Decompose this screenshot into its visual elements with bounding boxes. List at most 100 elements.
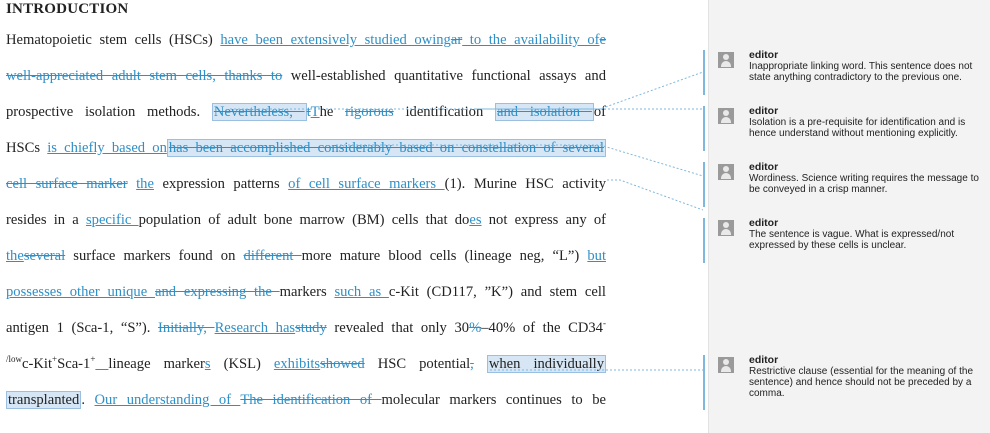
text-run: + bbox=[90, 354, 96, 365]
user-avatar-icon bbox=[718, 52, 734, 68]
text-run: markers bbox=[279, 284, 335, 300]
tracked-insertion: but bbox=[587, 248, 606, 264]
commented-text[interactable]: transplanted bbox=[6, 391, 82, 409]
text-run: revealed that only 30 bbox=[326, 320, 470, 336]
text-line[interactable]: well-appreciated adult stem cells, thank… bbox=[6, 66, 606, 86]
commented-text[interactable]: Nevertheless, bbox=[211, 103, 307, 121]
text-run: Hematopoietic stem cells (HSCs) bbox=[6, 32, 221, 48]
text-run: (KSL) bbox=[210, 356, 274, 372]
text-run: more mature blood cells (lineage neg, “L… bbox=[301, 248, 588, 264]
comment-author: editor bbox=[749, 105, 779, 117]
tracked-deletion: showed bbox=[320, 356, 365, 372]
text-run: . bbox=[81, 392, 95, 408]
comment-marker-bar bbox=[703, 355, 705, 410]
text-run: HSC potential bbox=[364, 356, 471, 372]
user-avatar-icon bbox=[718, 164, 734, 180]
text-run: population of adult bone marrow (BM) cel… bbox=[138, 212, 470, 228]
commented-text[interactable]: has been accomplished considerably based… bbox=[166, 139, 606, 157]
tracked-insertion: Research has bbox=[214, 320, 296, 336]
text-run: expression patterns bbox=[153, 176, 289, 192]
text-line[interactable]: possesses other unique and expressing th… bbox=[6, 282, 606, 302]
comment-marker-bar bbox=[703, 106, 705, 151]
tracked-insertion: have been extensively studied owing bbox=[220, 32, 451, 48]
text-run: he bbox=[319, 104, 346, 120]
text-run: c-Kit (CD117, ”K”) and stem cell bbox=[388, 284, 606, 300]
tracked-deletion: cell surface marker bbox=[6, 176, 128, 192]
text-line[interactable]: Hematopoietic stem cells (HSCs) have bee… bbox=[6, 30, 606, 50]
commented-text[interactable]: when individually bbox=[486, 355, 606, 373]
text-run: HSCs bbox=[6, 140, 48, 156]
tracked-deletion: different bbox=[243, 248, 302, 264]
comment-author: editor bbox=[749, 49, 779, 61]
comment-marker-bar bbox=[703, 218, 705, 263]
text-line[interactable]: antigen 1 (Sca-1, “S”). Initially, Resea… bbox=[6, 318, 606, 338]
comment-marker-bar bbox=[703, 50, 705, 95]
tracked-deletion: Initially, bbox=[158, 320, 215, 336]
text-run: identification bbox=[393, 104, 496, 120]
text-run: surface markers found on bbox=[65, 248, 244, 264]
section-heading: INTRODUCTION bbox=[6, 1, 129, 17]
text-run: (1). Murine HSC activity bbox=[444, 176, 606, 192]
text-line[interactable]: HSCs is chiefly based on has been accompl… bbox=[6, 138, 606, 158]
user-avatar-icon bbox=[718, 108, 734, 124]
comments-pane bbox=[708, 0, 990, 433]
text-line[interactable]: theseveral surface markers found on diff… bbox=[6, 246, 606, 266]
tracked-insertion: such as bbox=[334, 284, 389, 300]
tracked-deletion: % bbox=[469, 320, 482, 336]
tracked-deletion: e bbox=[599, 32, 606, 48]
tracked-deletion: The identification of bbox=[240, 392, 382, 408]
text-line[interactable]: prospective isolation methods. Neverthel… bbox=[6, 102, 606, 122]
tracked-deletion: well-appreciated adult stem cells, thank… bbox=[6, 68, 283, 84]
tracked-insertion: Our understanding of bbox=[94, 392, 241, 408]
tracked-insertion: possesses other unique bbox=[6, 284, 155, 300]
leader-line-3 bbox=[336, 144, 704, 177]
text-line[interactable]: cell surface marker the expression patte… bbox=[6, 174, 606, 194]
leader-line-4 bbox=[607, 179, 704, 211]
comment-author: editor bbox=[749, 354, 779, 366]
text-run: Sca-1 bbox=[57, 356, 91, 372]
text-run: lineage marker bbox=[108, 356, 205, 372]
comment-author: editor bbox=[749, 161, 779, 173]
tracked-insertion: of cell surface markers bbox=[288, 176, 445, 192]
tracked-deletion: ar bbox=[450, 32, 463, 48]
tracked-insertion: specific bbox=[85, 212, 139, 228]
text-run: + bbox=[52, 354, 58, 365]
comment-marker-bar bbox=[703, 162, 705, 207]
tracked-deletion: study bbox=[295, 320, 327, 336]
text-line[interactable]: transplanted. Our understanding of The i… bbox=[6, 390, 606, 410]
tracked-insertion: T bbox=[310, 104, 320, 120]
text-line[interactable]: /lowc-Kit+Sca-1+ lineage markers (KSL) e… bbox=[6, 354, 606, 374]
user-avatar-icon bbox=[718, 357, 734, 373]
tracked-insertion: is chiefly based on bbox=[47, 140, 167, 156]
text-run: antigen 1 (Sca-1, “S”). bbox=[6, 320, 159, 336]
text-run: not express any of bbox=[481, 212, 606, 228]
comment-text: The sentence is vague. What is expressed… bbox=[749, 229, 955, 251]
tracked-deletion: , bbox=[470, 356, 474, 372]
tracked-insertion: the bbox=[136, 176, 154, 192]
text-run: prospective isolation methods. bbox=[6, 104, 212, 120]
tracked-insertion: exhibits bbox=[273, 356, 321, 372]
user-avatar-icon bbox=[718, 220, 734, 236]
comment-text: Wordiness. Science writing requires the … bbox=[749, 173, 979, 195]
comment-text: Isolation is a pre-requisite for identif… bbox=[749, 117, 966, 139]
text-run: well-established quantitative functional… bbox=[282, 68, 606, 84]
tracked-insertion: to the availability of bbox=[462, 32, 600, 48]
comment-text: Inappropriate linking word. This sentenc… bbox=[749, 61, 973, 83]
text-run: molecular markers continues to be bbox=[381, 392, 607, 408]
tracked-insertion: s bbox=[204, 356, 211, 372]
tracked-deletion: several bbox=[23, 248, 66, 264]
text-run: - bbox=[602, 318, 606, 329]
tracked-insertion: es bbox=[469, 212, 482, 228]
text-run: /low bbox=[6, 354, 23, 365]
text-run: c-Kit bbox=[22, 356, 53, 372]
comment-author: editor bbox=[749, 217, 779, 229]
text-line[interactable]: resides in a specific population of adul… bbox=[6, 210, 606, 230]
text-run: –40% of the CD34 bbox=[481, 320, 603, 336]
tracked-deletion: and expressing the bbox=[155, 284, 280, 300]
tracked-deletion: rigorous bbox=[345, 104, 394, 120]
leader-line-1 bbox=[230, 71, 704, 110]
document-page[interactable]: INTRODUCTION Hematopoietic stem cells (H… bbox=[0, 0, 708, 433]
comment-text: Restrictive clause (essential for the me… bbox=[749, 366, 973, 399]
commented-text[interactable]: and isolation bbox=[495, 103, 594, 121]
